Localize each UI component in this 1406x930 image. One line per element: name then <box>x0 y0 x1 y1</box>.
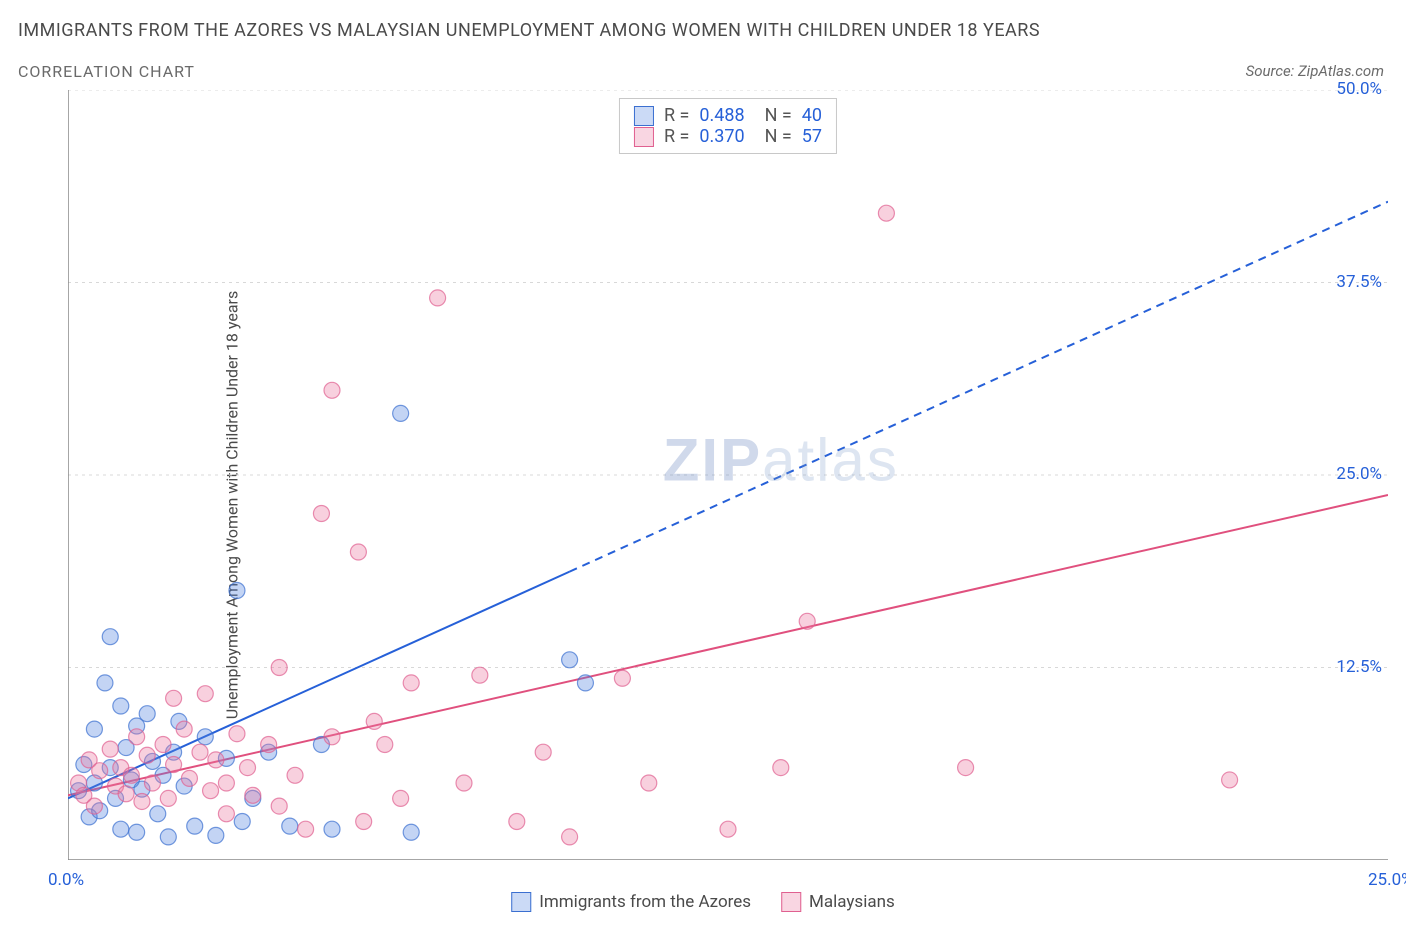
chart-container: Unemployment Among Women with Children U… <box>18 90 1388 920</box>
swatch-icon <box>781 892 801 912</box>
series-name: Immigrants from the Azores <box>539 892 751 912</box>
series-legend: Immigrants from the Azores Malaysians <box>511 892 895 912</box>
y-tick-label: 37.5% <box>1336 272 1382 292</box>
x-tick-label: 0.0% <box>48 870 84 890</box>
x-tick-label: 25.0% <box>1368 870 1406 890</box>
correlation-legend: R = 0.488 N = 40 R = 0.370 N = 57 <box>619 98 837 154</box>
series-legend-item: Malaysians <box>781 892 895 912</box>
legend-r-label: R = <box>664 105 689 126</box>
legend-n-value: 40 <box>802 105 822 126</box>
legend-r-value: 0.488 <box>699 105 744 126</box>
plot-area: R = 0.488 N = 40 R = 0.370 N = 57 ZIPatl… <box>68 90 1388 860</box>
series-name: Malaysians <box>809 892 895 912</box>
source-attribution: Source: ZipAtlas.com <box>1246 62 1384 80</box>
chart-subtitle: CORRELATION CHART <box>18 62 195 81</box>
chart-title: IMMIGRANTS FROM THE AZORES VS MALAYSIAN … <box>18 20 1040 41</box>
legend-n-value: 57 <box>802 126 822 147</box>
legend-r-value: 0.370 <box>699 126 744 147</box>
y-tick-label: 50.0% <box>1336 79 1382 99</box>
swatch-icon <box>634 127 654 147</box>
swatch-icon <box>634 106 654 126</box>
legend-r-label: R = <box>664 126 689 147</box>
legend-row-pink: R = 0.370 N = 57 <box>634 126 822 147</box>
series-legend-item: Immigrants from the Azores <box>511 892 751 912</box>
scatter-svg <box>68 90 1388 860</box>
legend-n-label: N = <box>765 126 792 147</box>
swatch-icon <box>511 892 531 912</box>
y-tick-label: 12.5% <box>1336 657 1382 677</box>
legend-row-blue: R = 0.488 N = 40 <box>634 105 822 126</box>
y-tick-label: 25.0% <box>1336 464 1382 484</box>
legend-n-label: N = <box>765 105 792 126</box>
